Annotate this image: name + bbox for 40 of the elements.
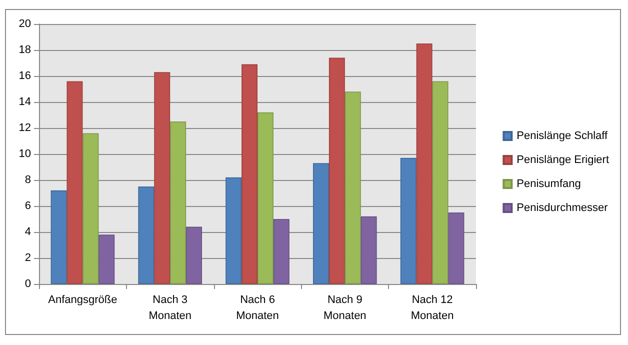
y-tick-label: 6 [24,200,31,212]
y-tick-label: 14 [18,96,31,108]
bar [360,216,377,284]
bar [432,81,448,284]
y-tick-label: 12 [18,122,31,134]
bar [416,44,432,284]
bar [186,226,202,284]
x-tick-label: Nach 9 Monaten [323,294,366,322]
bar [98,234,115,284]
bar [50,190,67,284]
bar [344,92,361,284]
bar [226,177,242,284]
legend-label: Penisdurchmesser [516,202,608,214]
legend-label: Penisumfang [516,178,581,190]
x-tick-label: Nach 3 Monaten [148,294,192,322]
bar [400,158,416,284]
y-tick-label: 0 [24,278,31,290]
bar [138,186,154,284]
bar [328,58,345,284]
y-tick-label: 18 [18,44,31,56]
bar [82,133,99,284]
y-tick-label: 4 [24,226,31,238]
bar [448,212,464,284]
y-tick-label: 8 [24,174,31,186]
y-tick-label: 10 [18,148,31,160]
bar [154,72,170,284]
y-tick-label: 16 [18,70,31,82]
legend-label: Penislänge Erigiert [516,154,610,166]
bar [313,163,329,284]
y-tick-label: 2 [24,252,31,264]
bar [66,81,83,284]
bar [258,112,274,284]
y-tick-label: 20 [18,18,31,30]
bar [273,219,290,284]
bar [170,122,186,284]
x-tick-label: Anfangsgröße [48,294,118,306]
x-tick-label: Nach 6 Monaten [236,294,279,322]
bar [242,64,258,284]
legend-label: Penislänge Schlaff [516,130,609,142]
x-tick-label: Nach 12 Monaten [410,294,454,322]
